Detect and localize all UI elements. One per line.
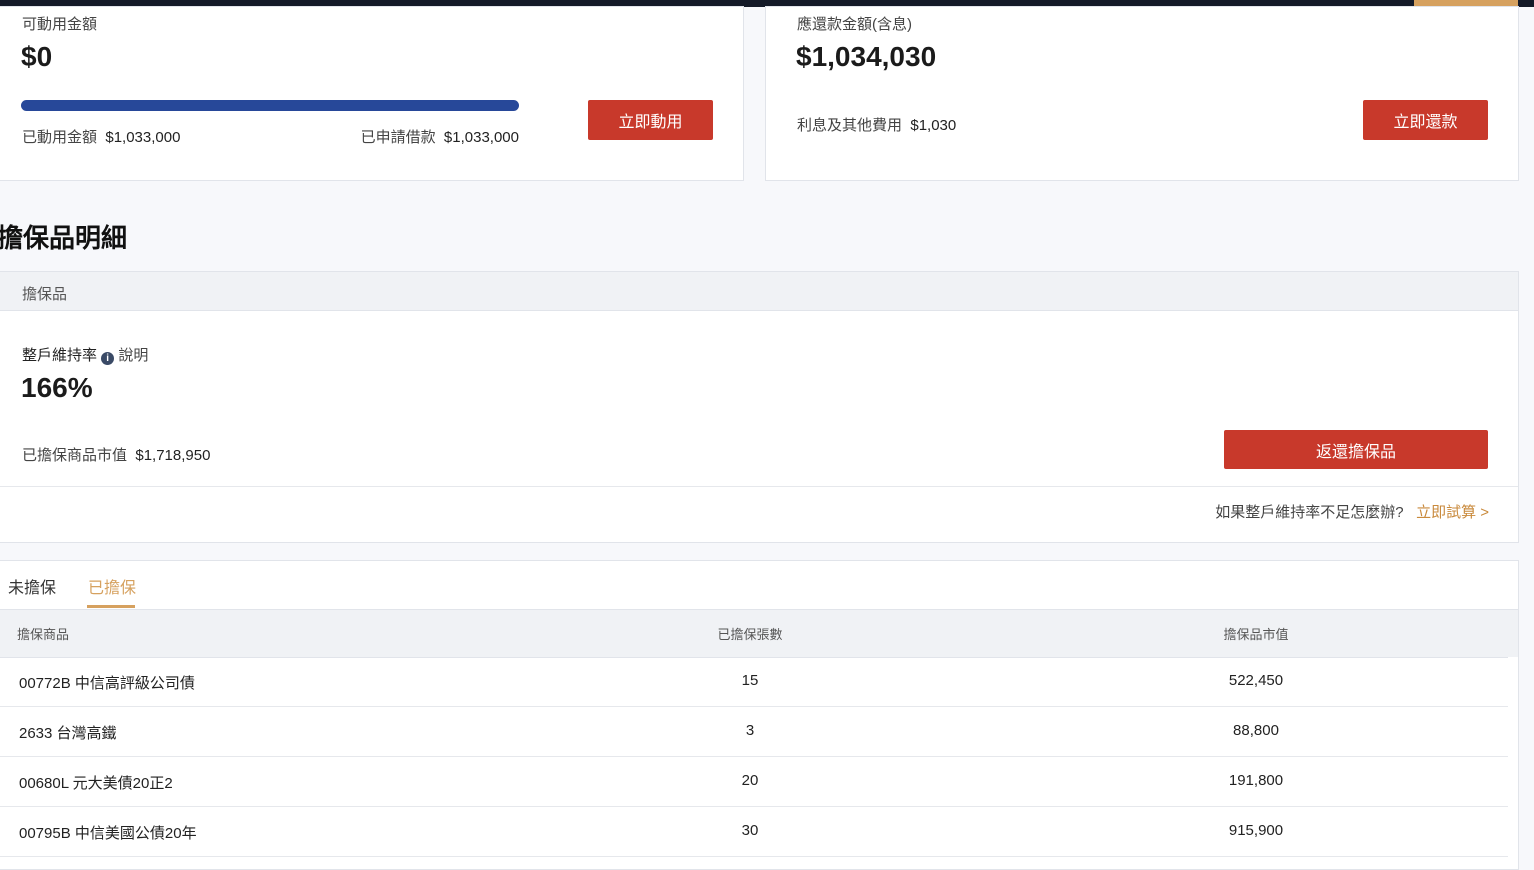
- cell-product: 2633 台灣高鐵: [19, 725, 117, 742]
- label: 應還款金額(含息): [797, 16, 912, 33]
- used-amount: $1,033,000: [105, 129, 181, 146]
- cell-product: 00680L 元大美債20正2: [19, 775, 173, 792]
- amount: $0: [21, 41, 53, 72]
- section-title: 擔保品明細: [0, 223, 128, 253]
- column-header: 擔保品市值: [1223, 627, 1289, 642]
- row-divider: [0, 706, 1508, 707]
- column-header: 擔保商品: [17, 627, 70, 642]
- fee-amount: $1,030: [910, 117, 957, 134]
- panel-header: [0, 272, 1518, 311]
- cell-quantity: 20: [741, 772, 759, 789]
- column-header: 已擔保張數: [717, 627, 783, 642]
- market-value: $1,718,950: [135, 447, 211, 464]
- question-text: 如果整戶維持率不足怎麼辦?: [1215, 504, 1404, 521]
- help-link[interactable]: 說明: [118, 347, 149, 364]
- question: 如果整戶維持率不足怎麼辦? 立即試算 >: [1215, 501, 1489, 522]
- amount: $1,034,030: [796, 41, 937, 72]
- used-label-text: 已動用金額: [22, 129, 98, 146]
- info-icon[interactable]: i: [101, 352, 115, 365]
- fee-label-text: 利息及其他費用: [797, 117, 903, 134]
- row-divider: [0, 756, 1508, 757]
- tab-underline: [87, 605, 135, 608]
- cell-value: 915,900: [1228, 822, 1284, 839]
- collateral-panel: [0, 271, 1519, 543]
- applied-amount: $1,033,000: [443, 129, 519, 146]
- ratio: 166%: [21, 372, 93, 403]
- cell-product: 00772B 中信高評級公司債: [19, 675, 195, 692]
- trial-link[interactable]: 立即試算 >: [1416, 504, 1489, 521]
- table-header: [0, 609, 1518, 658]
- progress-bar: [21, 100, 519, 111]
- ratio-label-text: 整戶維持率: [22, 347, 98, 364]
- cell-value: 191,800: [1228, 772, 1284, 789]
- panel-header-text: 擔保品: [22, 286, 68, 303]
- market-value-label: 已擔保商品市值 $1,718,950: [22, 444, 210, 465]
- used-label: 已動用金額 $1,033,000: [22, 126, 180, 147]
- tab-active[interactable]: 已擔保: [88, 580, 137, 597]
- market-value-label-text: 已擔保商品市值: [22, 447, 128, 464]
- cell-quantity: 15: [741, 672, 759, 689]
- scrollbar-track: [1508, 657, 1518, 857]
- cell-value: 522,450: [1228, 672, 1284, 689]
- available-card: [0, 6, 744, 181]
- top-bar-accent: [1414, 0, 1518, 7]
- ratio-label: 整戶維持率 i 說明: [22, 344, 148, 365]
- use-button[interactable]: 立即動用: [588, 100, 713, 140]
- divider: [0, 486, 1518, 487]
- applied-label: 已申請借款 $1,033,000: [361, 126, 519, 147]
- repay-button[interactable]: 立即還款: [1363, 100, 1488, 140]
- cell-quantity: 30: [741, 822, 759, 839]
- repay-card: [765, 6, 1519, 181]
- cell-product: 00795B 中信美國公債20年: [19, 825, 197, 842]
- fee-label: 利息及其他費用 $1,030: [797, 114, 956, 135]
- top-bar: [0, 0, 1534, 7]
- cell-quantity: 3: [745, 722, 755, 739]
- applied-label-text: 已申請借款: [360, 129, 436, 146]
- label: 可動用金額: [22, 16, 98, 33]
- cell-value: 88,800: [1233, 722, 1279, 739]
- return-button[interactable]: 返還擔保品: [1224, 430, 1488, 469]
- tab[interactable]: 未擔保: [8, 580, 57, 597]
- row-divider: [0, 806, 1508, 807]
